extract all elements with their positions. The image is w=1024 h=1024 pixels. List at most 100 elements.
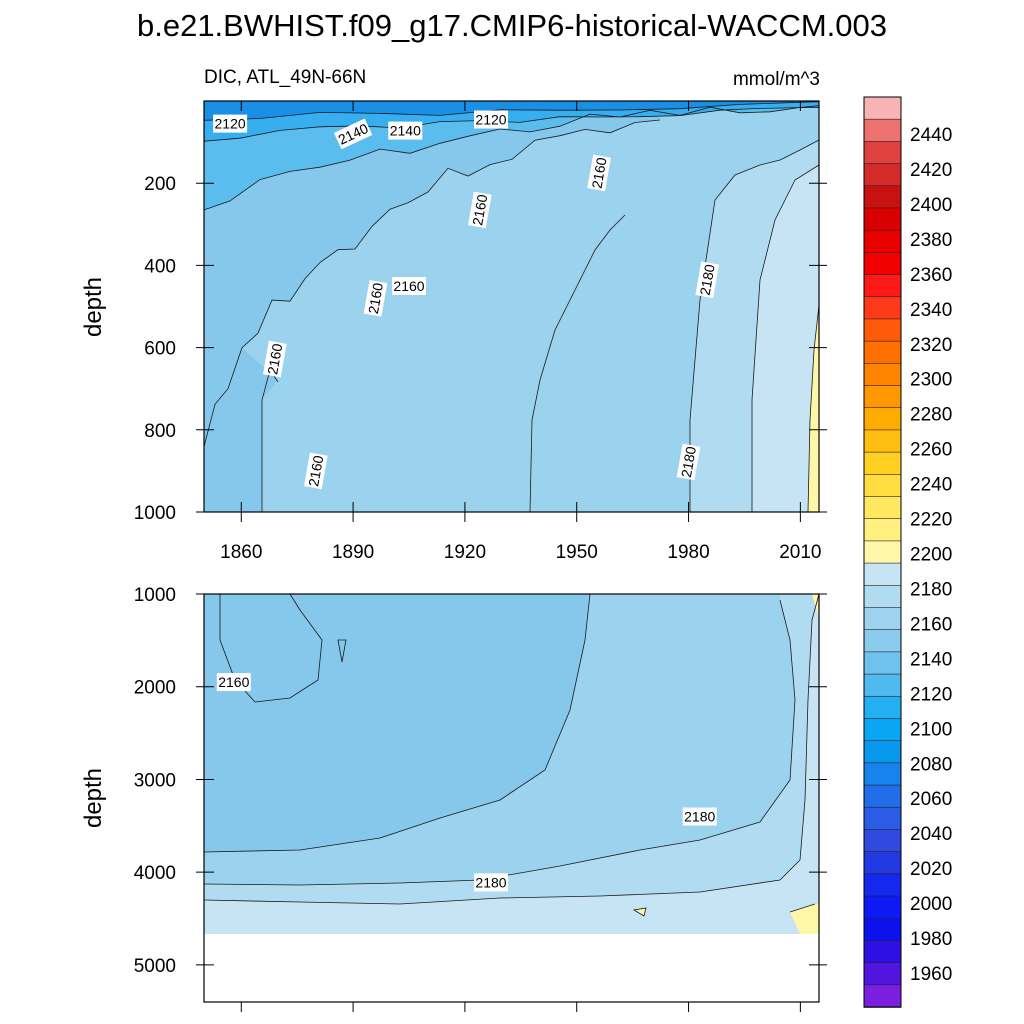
contour-label-group: 2120 [213,114,248,133]
contour-label-group: 2120 [474,110,508,129]
colorbar-swatch [863,96,902,120]
contour-label-bg [695,261,720,299]
colorbar-swatch [863,451,902,476]
colorbar-swatch [863,740,902,764]
colorbar-swatch [863,762,902,786]
contour-label: 2120 [215,116,246,132]
fill-surface [204,101,819,121]
lower-frame [203,593,820,1003]
contour-label: 2160 [305,454,326,488]
contour-label: 2160 [264,342,285,376]
contour-label-bg [474,110,508,129]
colorbar-swatch [863,385,902,409]
contour-label-group: 2160 [363,279,388,317]
colorbar-swatch [863,274,902,298]
colorbar-label: 2380 [910,230,952,251]
contour-label-group: 2140 [388,121,423,140]
contour-label-bg [388,121,423,140]
y-tick-label: 400 [144,256,176,277]
contour-line-lower-3 [203,593,820,905]
colorbar-frame [863,96,902,1008]
contour-label-bg [467,191,492,229]
contour-line-2190 [751,164,820,512]
y-tick-label: 800 [144,421,176,442]
x-tick-label: 1860 [220,542,262,563]
colorbar-label: 2180 [910,579,952,600]
colorbar-label: 2060 [910,789,952,810]
colorbar-label: 2420 [910,160,952,181]
colorbar-swatch [863,917,902,942]
colorbar-swatch [863,984,902,1008]
fill-2160 [204,101,660,512]
contour-label: 2180 [678,445,699,479]
contour-label-group: 2180 [676,443,701,481]
x-tick-label: 1980 [667,542,709,563]
contour-line-lower-4 [789,903,816,913]
contour-line-upper-2 [203,101,820,121]
contour-label-bg [303,452,328,490]
upper-right-string: mmol/m^3 [733,69,820,90]
contour-label-bg [333,118,373,150]
colorbar-swatch [863,584,902,609]
colorbar-label: 2000 [910,894,952,915]
contour-label: 2160 [218,674,249,690]
contour-label: 2180 [684,809,715,825]
contour-label-group: 2180 [474,873,508,892]
contour-label-group: 2160 [216,673,251,692]
lower-contour-panel: 2160 2180 2180 1000 2000 3000 4000 5000 [134,585,827,1012]
colorbar-label: 2100 [910,719,952,740]
colorbar-swatch [863,718,902,742]
contour-line-lower-5 [632,907,647,917]
fill-2200-lower-corner [790,904,819,934]
colorbar-label: 2300 [910,370,952,391]
y-tick-label-lower: 2000 [134,678,176,699]
colorbar-swatch [863,229,902,254]
contour-label: 2180 [697,263,718,297]
colorbar-swatch [863,474,902,498]
contour-label: 2160 [589,156,610,190]
colorbar-swatch [863,851,902,875]
colorbar-label: 2120 [910,684,952,705]
colorbar-swatch [863,651,902,675]
colorbar-label: 2280 [910,405,952,426]
y-tick-label-lower: 1000 [134,585,176,606]
colorbar-label: 2440 [910,125,952,146]
colorbar-swatch [863,252,902,276]
x-tick-label: 1890 [332,542,374,563]
figure-title: b.e21.BWHIST.f09_g17.CMIP6-historical-WA… [137,8,887,43]
contour-label-bg [676,443,701,481]
contour-line-lower-0 [219,593,323,703]
contour-label: 2120 [475,112,506,128]
colorbar-swatch [863,873,902,897]
colorbar-label: 2400 [910,195,952,216]
upper-left-string: DIC, ATL_49N-66N [204,67,366,88]
colorbar-label: 2080 [910,754,952,775]
colorbar-label: 2240 [910,475,952,496]
colorbar-label: 2340 [910,300,952,321]
contour-label-group: 2180 [682,807,717,826]
contour-label-bg [216,673,251,692]
colorbar-label: 2360 [910,265,952,286]
contour-line-2160-upper [203,119,661,447]
contour-label-bg [262,340,287,378]
contour-line-2170 [529,214,626,513]
colorbar-swatch [863,940,902,964]
colorbar-swatch [863,829,902,853]
y-tick-label-lower: 4000 [134,863,176,884]
lower-y-axis-label: depth [80,768,107,828]
fill-2190 [752,165,819,512]
x-tick-label: 2010 [779,542,821,563]
contour-label: 2180 [475,874,506,890]
colorbar-swatch [863,363,902,387]
colorbar-swatch [863,695,902,720]
contour-label-group: 2160 [587,154,611,192]
fill-2200 [808,305,819,512]
contour-label-bg [363,279,388,317]
contour-label-group: 2160 [392,277,426,295]
colorbar-swatch [863,296,902,320]
fill-2190-lower [204,594,819,934]
colorbar-label: 1980 [910,929,952,950]
colorbar-label: 2040 [910,824,952,845]
colorbar-label: 2260 [910,440,952,461]
